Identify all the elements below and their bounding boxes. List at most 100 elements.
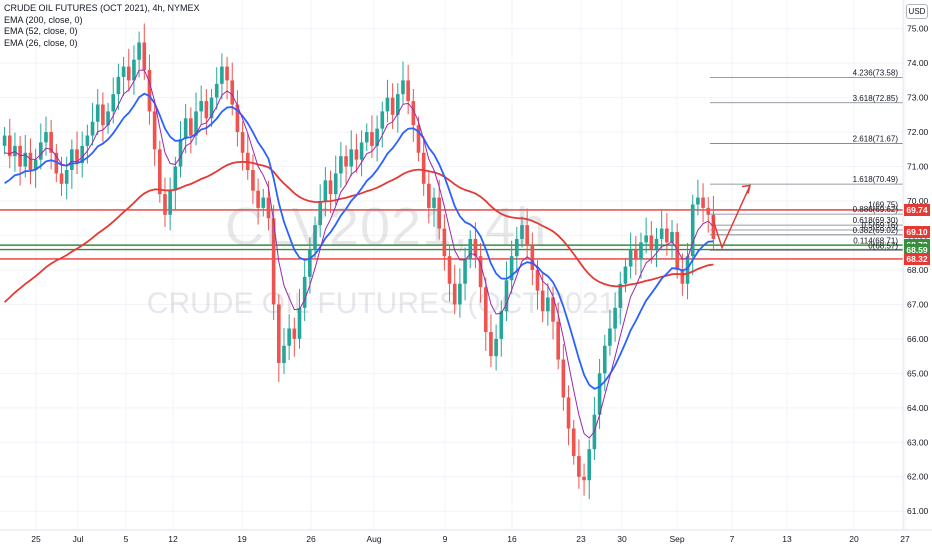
candle-body bbox=[2, 135, 7, 146]
candle-body bbox=[582, 476, 586, 481]
candle-body bbox=[633, 249, 638, 260]
price-tag: 69.74 bbox=[904, 203, 930, 216]
legend-ema52[interactable]: EMA (52, close, 0) bbox=[4, 26, 78, 36]
candle-body bbox=[282, 345, 286, 364]
candle-body bbox=[571, 428, 576, 457]
candle-body bbox=[478, 256, 483, 288]
candle-body bbox=[7, 135, 12, 157]
candle-body bbox=[654, 238, 659, 250]
candle-body bbox=[318, 201, 323, 226]
price-tick-label: 61.00 bbox=[907, 506, 929, 516]
time-tick-label: 9 bbox=[443, 534, 448, 544]
legend-ema200[interactable]: EMA (200, close, 0) bbox=[4, 14, 83, 25]
candle-body bbox=[344, 156, 348, 167]
fib-label: 2.618(71.67) bbox=[853, 134, 899, 143]
fib-label: 0.5(69.16) bbox=[862, 221, 899, 230]
candle-body bbox=[608, 328, 612, 346]
candle-body bbox=[251, 169, 255, 191]
time-tick-label: 5 bbox=[124, 534, 129, 544]
price-tick-label: 68.00 bbox=[907, 265, 929, 275]
candle-body bbox=[142, 42, 147, 71]
candle-body bbox=[561, 359, 566, 398]
candle-body bbox=[225, 66, 229, 81]
price-tick-label: 65.00 bbox=[907, 368, 929, 378]
time-axis[interactable]: 25 Jul 5 12 19 26 Aug 9 16 23 30 Sep 7 13 20 27 bbox=[31, 534, 910, 544]
candle-body bbox=[106, 111, 110, 126]
legend-ema26[interactable]: EMA (26, close, 0) bbox=[4, 37, 78, 48]
candle-body bbox=[101, 104, 105, 126]
price-tick-label: 70.00 bbox=[907, 196, 929, 206]
legend-symbol-title[interactable]: CRUDE OIL FUTURES (OCT 2021), 4h, NYMEX bbox=[4, 3, 200, 13]
candle-body bbox=[706, 207, 711, 215]
candle-body bbox=[556, 321, 561, 360]
candle-body bbox=[261, 197, 266, 208]
candle-body bbox=[649, 235, 654, 250]
candle-body bbox=[209, 97, 214, 119]
candle-body bbox=[437, 197, 442, 229]
arrow-head bbox=[741, 184, 751, 194]
candle-body bbox=[628, 249, 633, 267]
candle-body bbox=[189, 118, 193, 136]
candle-body bbox=[308, 249, 312, 277]
candle-body bbox=[168, 190, 172, 215]
fib-label: 1.618(70.49) bbox=[853, 175, 899, 184]
candle-body bbox=[385, 97, 390, 112]
candle-body bbox=[514, 238, 519, 257]
price-tick-label: 71.00 bbox=[907, 162, 929, 172]
candle-body bbox=[546, 297, 550, 312]
fibonacci-extension: 4.236(73.58) 3.618(72.85) 2.618(71.67) 1.61… bbox=[710, 69, 903, 251]
candle-body bbox=[530, 245, 535, 270]
candle-body bbox=[489, 331, 493, 357]
candle-body bbox=[49, 132, 53, 153]
candle-body bbox=[276, 304, 281, 364]
price-tag: 68.59 bbox=[904, 243, 930, 256]
price-tick-label: 62.00 bbox=[907, 472, 929, 482]
candle-body bbox=[173, 166, 178, 191]
price-tick-label: 74.00 bbox=[907, 58, 929, 68]
candle-body bbox=[33, 159, 38, 170]
fib-label: 0(68.57) bbox=[868, 241, 898, 250]
candle-body bbox=[214, 83, 219, 98]
candle-body bbox=[230, 80, 235, 105]
candle-body bbox=[463, 259, 467, 284]
candle-body bbox=[370, 132, 374, 146]
candle-body bbox=[494, 338, 498, 357]
time-tick-label: 16 bbox=[507, 534, 517, 544]
candle-body bbox=[339, 156, 343, 174]
fib-label: 1(69.75) bbox=[868, 201, 898, 210]
time-tick-label: 13 bbox=[782, 534, 792, 544]
candle-body bbox=[406, 80, 410, 102]
candle-body bbox=[147, 70, 152, 112]
candle-body bbox=[204, 101, 209, 119]
time-tick-label: 27 bbox=[900, 534, 910, 544]
candle-body bbox=[333, 173, 338, 195]
candle-body bbox=[566, 397, 571, 429]
candle-body bbox=[458, 283, 462, 305]
candle-body bbox=[618, 283, 623, 308]
candle-body bbox=[38, 142, 43, 160]
candle-body bbox=[696, 197, 700, 205]
candle-body bbox=[354, 149, 359, 160]
ema200-line bbox=[3, 160, 714, 303]
price-axis[interactable]: 75.0074.0073.0072.0071.0070.0069.0068.00… bbox=[907, 24, 929, 517]
candle-body bbox=[509, 256, 514, 281]
time-tick-label: 30 bbox=[617, 534, 627, 544]
candle-body bbox=[152, 111, 157, 150]
time-tick-label: Aug bbox=[366, 534, 381, 544]
candle-body bbox=[442, 228, 447, 257]
candle-body bbox=[44, 132, 48, 143]
candle-body bbox=[178, 138, 183, 167]
candle-body bbox=[194, 111, 198, 136]
candle-body bbox=[473, 238, 478, 257]
price-tick-label: 64.00 bbox=[907, 403, 929, 413]
candle-body bbox=[380, 111, 385, 129]
candle-body bbox=[395, 94, 400, 115]
currency-badge[interactable]: USD bbox=[906, 4, 928, 19]
candle-body bbox=[323, 180, 328, 202]
candle-body bbox=[75, 149, 79, 164]
candle-body bbox=[95, 104, 100, 122]
candle-body bbox=[535, 269, 540, 291]
price-tick-label: 66.00 bbox=[907, 334, 929, 344]
